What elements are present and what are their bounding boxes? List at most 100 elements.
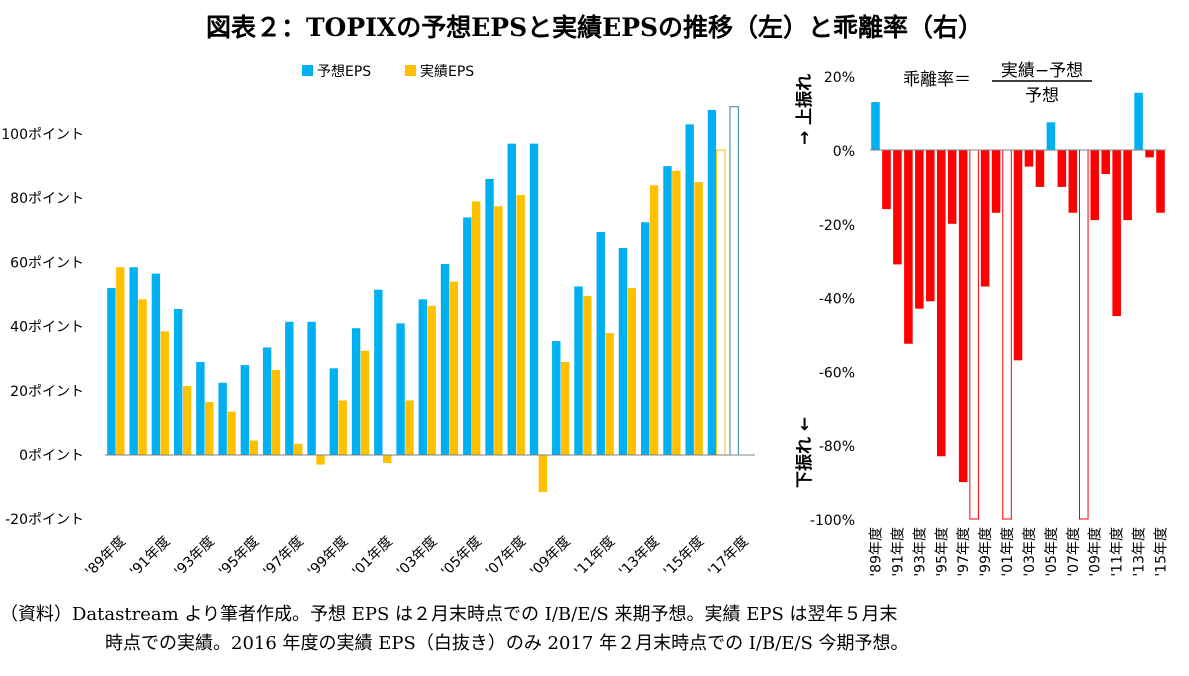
forecast-eps-bar (641, 222, 650, 455)
x-tick-label: '93年度 (171, 534, 217, 580)
actual-eps-bar (383, 455, 392, 464)
x-tick-label: '03年度 (1022, 527, 1038, 577)
actual-eps-bar (694, 182, 703, 455)
y-tick-label: -60% (819, 365, 855, 381)
divergence-bar (1079, 149, 1089, 520)
divergence-bar (1002, 149, 1012, 520)
legend-label: 実績EPS (420, 64, 474, 80)
x-tick-label: '17年度 (705, 534, 751, 580)
x-tick-label: '89年度 (83, 534, 129, 580)
x-tick-label: '03年度 (394, 534, 440, 580)
actual-eps-bar (538, 455, 548, 492)
divergence-bar (904, 150, 913, 344)
x-tick-label: '07年度 (483, 534, 529, 580)
x-tick-label: '97年度 (260, 534, 306, 580)
divergence-bar (958, 150, 968, 483)
forecast-eps-bar (529, 143, 539, 455)
charts-canvas: -20ポイント 0ポイント 20ポイント 40ポイント 60ポイント 80ポイント 100ポ… (1, 61, 1169, 580)
x-tick-label: '89年度 (868, 527, 884, 577)
actual-eps-bar (649, 185, 659, 456)
forecast-eps-bar (262, 347, 272, 455)
actual-eps-bar (138, 299, 147, 455)
actual-eps-bar (116, 267, 125, 455)
forecast-eps-bar (173, 308, 183, 455)
y-tick-label: 60ポイント (10, 255, 84, 271)
x-tick-label: '93年度 (912, 527, 928, 577)
actual-eps-bar (227, 411, 236, 455)
source-note-line1: （資料）Datastream より筆者作成。予想 EPS は２月末時点での I/… (0, 604, 898, 625)
forecast-eps-bar (596, 231, 605, 455)
divergence-bar (969, 149, 979, 520)
x-tick-label: '01年度 (349, 534, 395, 580)
forecast-eps-bar (151, 273, 161, 455)
x-tick-label: '05年度 (1044, 527, 1060, 577)
actual-eps-bar (294, 443, 303, 455)
actual-eps-bar (427, 305, 436, 455)
x-tick-label: '95年度 (934, 527, 950, 577)
actual-eps-bar (516, 194, 525, 456)
actual-eps-bar (494, 206, 503, 455)
forecast-eps-bar (240, 365, 250, 455)
x-tick-label: '09年度 (1088, 527, 1104, 577)
forecast-eps-bar (463, 217, 472, 455)
y-tick-label: -40% (819, 292, 855, 308)
actual-eps-bar (338, 400, 347, 455)
x-tick-label: '13年度 (1132, 527, 1148, 577)
forecast-eps-bar (618, 247, 628, 455)
divergence-bar (1013, 150, 1023, 361)
y-tick-label: -80% (819, 439, 855, 455)
y-tick-label: 100ポイント (1, 127, 84, 143)
forecast-eps-bar (685, 124, 694, 456)
formula-numerator: 実績−予想 (1001, 61, 1083, 81)
forecast-eps-bar (374, 289, 383, 455)
divergence-bar (893, 150, 902, 265)
source-note-line2: 時点での実績。2016 年度の実績 EPS（白抜き）のみ 2017 年２月末時点… (105, 633, 909, 654)
y-tick-label: 20ポイント (10, 384, 84, 400)
x-tick-label: '13年度 (616, 534, 662, 580)
x-tick-label: '01年度 (1000, 527, 1016, 577)
actual-eps-bar (249, 440, 258, 455)
divergence-bar (915, 150, 924, 309)
actual-eps-bar (560, 361, 570, 455)
actual-eps-bar (627, 288, 637, 455)
divergence-bar (871, 102, 880, 150)
chart-title: 図表２：TOPIXの予想EPSと実績EPSの推移（左）と乖離率（右） (205, 13, 984, 42)
divergence-bar (1046, 122, 1056, 150)
divergence-bar (991, 150, 1001, 213)
x-tick-label: '91年度 (127, 534, 173, 580)
forecast-eps-bar (485, 178, 494, 455)
upside-label: → 上振れ (794, 74, 815, 145)
actual-eps-bar (716, 149, 726, 456)
actual-eps-bar (405, 400, 414, 455)
x-tick-label: '09年度 (527, 534, 573, 580)
forecast-eps-bar (329, 368, 339, 455)
eps-chart: -20ポイント 0ポイント 20ポイント 40ポイント 60ポイント 80ポイント 100ポ… (1, 64, 755, 580)
divergence-bar (1035, 150, 1045, 187)
divergence-bar (1057, 150, 1067, 187)
divergence-bar (1134, 92, 1143, 150)
forecast-eps-bar (707, 109, 717, 456)
forecast-eps-bar (663, 166, 672, 455)
legend-label: 予想EPS (317, 64, 371, 80)
x-tick-label: '99年度 (305, 534, 351, 580)
y-tick-label: 0ポイント (19, 448, 84, 464)
forecast-eps-bar (285, 321, 294, 455)
downside-label: 下振れ ← (794, 417, 815, 488)
actual-eps-bar (160, 331, 169, 455)
forecast-eps-bar (396, 323, 405, 455)
divergence-bar (1123, 150, 1132, 221)
divergence-bar (1101, 150, 1110, 174)
actual-eps-bar (316, 455, 325, 465)
divergence-bar (947, 150, 957, 224)
divergence-bar (1068, 150, 1078, 213)
forecast-eps-bar (307, 321, 316, 455)
y-tick-label: 40ポイント (10, 320, 84, 336)
forecast-eps-bar (507, 143, 516, 455)
forecast-eps-bar (440, 264, 450, 455)
x-tick-label: '07年度 (1066, 527, 1082, 577)
x-tick-label: '11年度 (572, 534, 618, 580)
forecast-eps-bar (218, 382, 227, 455)
divergence-bar (980, 150, 990, 287)
y-tick-label: 0% (833, 144, 855, 160)
divergence-bar (1090, 150, 1100, 221)
